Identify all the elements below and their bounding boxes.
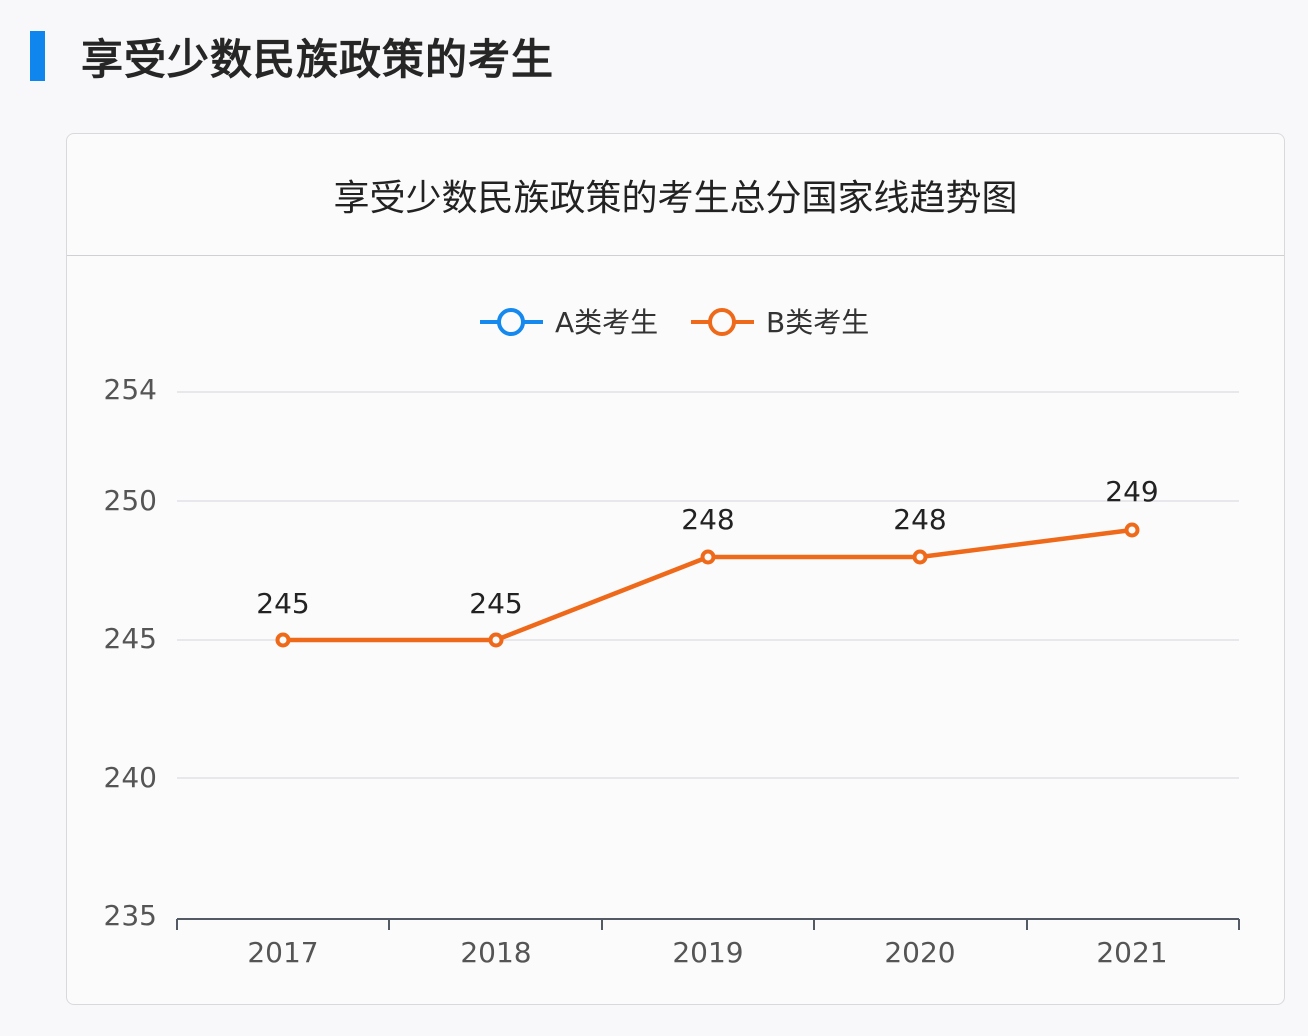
chart-card-header: 享受少数民族政策的考生总分国家线趋势图 xyxy=(67,134,1284,256)
gridlines xyxy=(177,391,1239,779)
y-tick-label: 254 xyxy=(104,373,157,406)
data-label: 245 xyxy=(256,587,309,620)
data-point[interactable] xyxy=(488,632,504,648)
x-tick-label: 2021 xyxy=(1096,936,1167,969)
data-label: 245 xyxy=(469,587,522,620)
y-tick-label: 240 xyxy=(104,761,157,794)
series-b-line xyxy=(283,527,1133,643)
circle-line-marker-icon xyxy=(497,308,525,336)
section-header: 享受少数民族政策的考生 xyxy=(30,30,554,84)
x-tick-label: 2020 xyxy=(884,936,955,969)
accent-bar xyxy=(30,31,45,81)
data-label: 248 xyxy=(893,503,946,536)
y-tick-label: 250 xyxy=(104,484,157,517)
x-axis-ticks xyxy=(176,919,1240,930)
circle-line-marker-icon xyxy=(708,308,736,336)
legend: A类考生 B类考生 xyxy=(480,306,869,339)
data-point[interactable] xyxy=(912,549,928,565)
legend-item-a[interactable]: A类考生 xyxy=(480,306,658,339)
chart-title: 享受少数民族政策的考生总分国家线趋势图 xyxy=(333,177,1018,219)
y-tick-label: 235 xyxy=(104,899,157,932)
legend-item-b[interactable]: B类考生 xyxy=(691,306,869,339)
x-tick-label: 2019 xyxy=(672,936,743,969)
data-point[interactable] xyxy=(275,632,291,648)
data-point[interactable] xyxy=(700,549,716,565)
y-tick-label: 245 xyxy=(104,622,157,655)
x-tick-label: 2017 xyxy=(247,936,318,969)
legend-label-b: B类考生 xyxy=(766,306,869,339)
data-point[interactable] xyxy=(1124,522,1140,538)
data-label: 249 xyxy=(1105,475,1158,508)
legend-label-a: A类考生 xyxy=(555,306,658,339)
x-tick-label: 2018 xyxy=(460,936,531,969)
series-b: 245 245 248 248 249 xyxy=(256,475,1159,648)
y-axis: 254 250 245 240 235 xyxy=(104,373,157,932)
data-label: 248 xyxy=(681,503,734,536)
section-title: 享受少数民族政策的考生 xyxy=(81,34,555,84)
x-axis: 2017 2018 2019 2020 2021 xyxy=(176,918,1240,969)
